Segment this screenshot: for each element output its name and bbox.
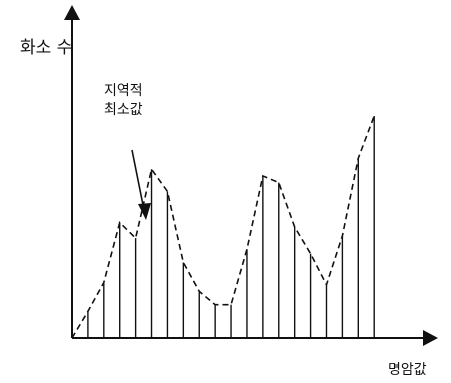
bars-layer [87, 116, 375, 338]
annotation-line-2: 최소값 [104, 102, 143, 118]
x-axis-arrow [423, 330, 438, 346]
y-axis-arrow [64, 5, 80, 20]
annotation-line-1: 지역적 [104, 83, 143, 99]
annotation-arrowhead [138, 203, 151, 220]
y-axis-label: 화소 수 [20, 38, 72, 58]
histogram-envelope [71, 115, 375, 339]
annotation-arrow [131, 149, 145, 211]
x-axis-label: 명암값 [388, 362, 427, 378]
envelope-layer [71, 115, 375, 339]
